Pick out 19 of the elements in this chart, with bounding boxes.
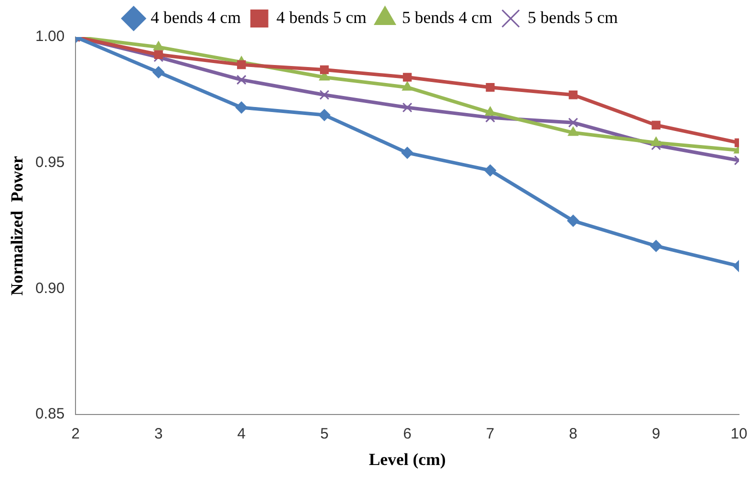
y-tick-label: 0.95 xyxy=(35,154,65,172)
x-tick-label: 6 xyxy=(403,426,412,443)
x-axis-title: Level (cm) xyxy=(368,450,446,470)
x-tick-label: 9 xyxy=(652,426,660,443)
y-tick-label: 0.85 xyxy=(35,406,65,423)
legend-label: 4 bends 4 cm xyxy=(150,8,241,27)
x-tick-label: 2 xyxy=(71,426,80,443)
legend-label: 4 bends 5 cm xyxy=(276,8,367,27)
x-tick-label: 8 xyxy=(568,426,578,443)
x-tick-label: 4 xyxy=(237,426,246,443)
y-axis-title: Normalized Power xyxy=(8,155,27,296)
y-tick-label: 1.00 xyxy=(35,28,65,46)
legend-label: 5 bends 4 cm xyxy=(402,8,492,27)
x-tick-label: 7 xyxy=(486,426,494,443)
x-tick-label: 10 xyxy=(730,426,748,443)
legend-label: 5 bends 5 cm xyxy=(528,8,618,27)
x-tick-label: 3 xyxy=(154,426,163,443)
x-tick-label: 5 xyxy=(320,426,329,443)
y-tick-label: 0.90 xyxy=(35,280,65,297)
